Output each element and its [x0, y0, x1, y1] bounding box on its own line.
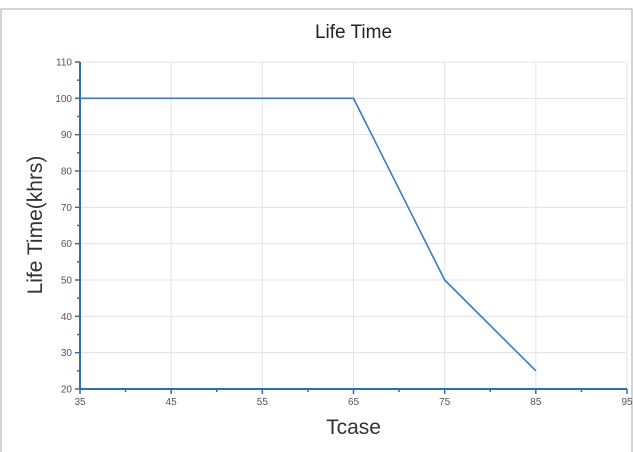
chart-border	[0, 8, 633, 452]
x-tick-label: 55	[257, 397, 269, 408]
series-line	[80, 97, 537, 372]
y-tick-label: 90	[61, 130, 73, 141]
y-tick-label: 100	[55, 94, 72, 105]
x-tick-label: 85	[530, 397, 542, 408]
x-tick-label: 75	[439, 397, 451, 408]
y-tick-label: 80	[61, 167, 73, 178]
x-tick-label: 45	[166, 397, 178, 408]
y-tick-label: 50	[61, 276, 73, 287]
x-tick-label: 35	[74, 397, 86, 408]
x-tick-label: 95	[621, 397, 633, 408]
y-tick-label: 60	[61, 239, 73, 250]
y-tick-label: 70	[61, 203, 73, 214]
y-tick-label: 20	[61, 385, 73, 396]
y-tick-label: 40	[61, 312, 73, 323]
x-tick-label: 65	[348, 397, 360, 408]
y-tick-label: 110	[56, 58, 72, 69]
x-axis-label: Tcase	[326, 416, 381, 439]
chart-title: Life Time	[314, 22, 393, 43]
y-tick-label: 30	[61, 348, 73, 359]
